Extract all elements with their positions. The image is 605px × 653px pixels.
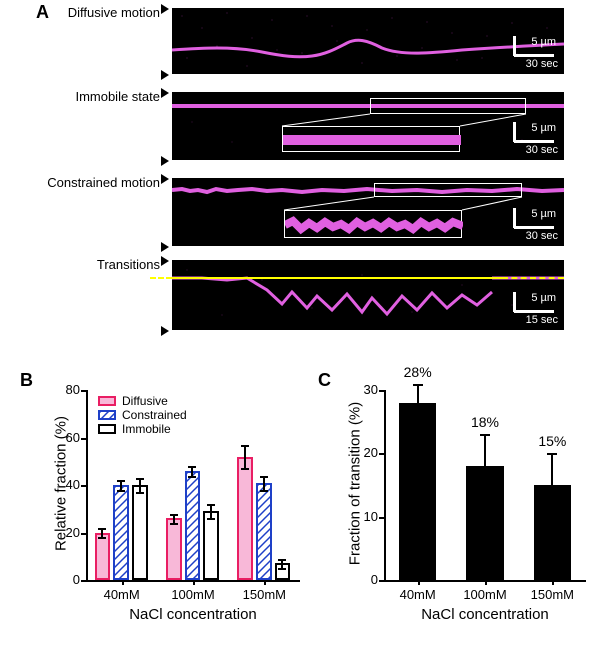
row-label-immobile: Immobile state [50, 89, 160, 104]
arrow-icon [161, 88, 169, 98]
arrow-icon [161, 256, 169, 266]
yellow-line-right [502, 277, 564, 279]
arrow-icon [161, 70, 169, 80]
scalebar-horizontal [514, 226, 554, 229]
kymograph-constrained: 5 µm 30 sec [172, 178, 564, 246]
scale-text-v: 5 µm [531, 36, 556, 48]
bar [237, 457, 253, 581]
bar [95, 533, 111, 581]
value-label: 15% [526, 433, 579, 449]
bar [166, 518, 182, 580]
scalebar-horizontal [514, 140, 554, 143]
panel-a-label: A [36, 2, 49, 23]
legend-label: Immobile [122, 422, 171, 436]
arrow-icon [161, 174, 169, 184]
bar [256, 483, 272, 580]
bar [466, 466, 503, 580]
bar [534, 485, 571, 580]
panel-c-label: C [318, 370, 331, 391]
scale-text-h: 30 sec [526, 144, 558, 156]
bar [185, 471, 201, 580]
value-label: 18% [458, 414, 511, 430]
inset-zoom [282, 126, 460, 152]
scale-text-h: 15 sec [526, 314, 558, 326]
arrow-icon [161, 326, 169, 336]
value-label: 28% [391, 364, 444, 380]
kymograph-diffusive: 5 µm 30 sec [172, 8, 564, 74]
inset-source [370, 98, 526, 114]
row-label-transitions: Transitions [50, 257, 160, 272]
panel-b-label: B [20, 370, 33, 391]
bar [113, 485, 129, 580]
row-label-constrained: Constrained motion [38, 175, 160, 190]
scalebar-vertical [513, 292, 516, 312]
yellow-line-left [150, 277, 172, 279]
legend-label: Diffusive [122, 394, 168, 408]
arrow-icon [161, 156, 169, 166]
scalebar-horizontal [514, 310, 554, 313]
legend-swatch [98, 424, 116, 434]
yellow-line [172, 277, 502, 279]
arrow-icon [161, 4, 169, 14]
legend-swatch [98, 396, 116, 406]
scale-text-h: 30 sec [526, 230, 558, 242]
scale-text-h: 30 sec [526, 58, 558, 70]
kymograph-immobile: 5 µm 30 sec [172, 92, 564, 160]
scalebar-vertical [513, 208, 516, 228]
legend-swatch [98, 410, 116, 420]
scale-text-v: 5 µm [531, 292, 556, 304]
bar [399, 403, 436, 580]
scalebar-vertical [513, 36, 516, 56]
bar [203, 511, 219, 580]
scalebar-vertical [513, 122, 516, 142]
legend-label: Constrained [122, 408, 187, 422]
scalebar-horizontal [514, 54, 554, 57]
scale-text-v: 5 µm [531, 122, 556, 134]
inset-zoom [284, 210, 462, 238]
arrow-icon [161, 242, 169, 252]
bar [132, 485, 148, 580]
inset-source [374, 183, 522, 197]
kymograph-transitions: 5 µm 15 sec [172, 260, 564, 330]
scale-text-v: 5 µm [531, 208, 556, 220]
chart-c: 0102030Fraction of transition (%)NaCl co… [332, 380, 592, 630]
chart-b: 020406080Relative fraction (%)NaCl conce… [36, 380, 306, 630]
row-label-diffusive: Diffusive motion [50, 5, 160, 20]
